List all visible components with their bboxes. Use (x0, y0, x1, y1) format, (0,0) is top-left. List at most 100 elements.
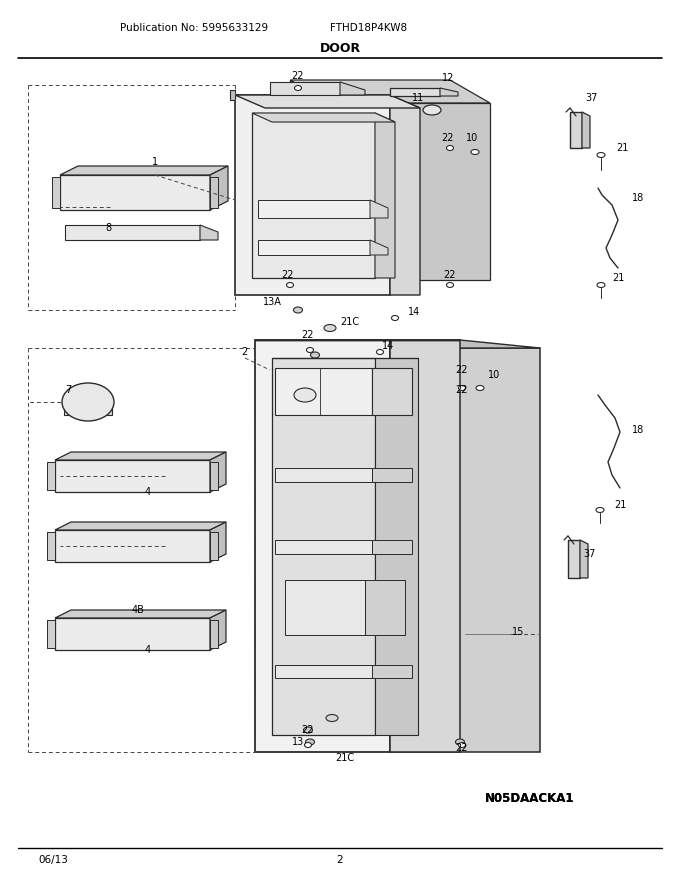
Polygon shape (570, 112, 582, 148)
Polygon shape (55, 452, 226, 460)
Polygon shape (55, 522, 226, 530)
Text: 21: 21 (612, 273, 624, 283)
Ellipse shape (597, 152, 605, 158)
Polygon shape (275, 540, 372, 554)
Polygon shape (275, 468, 372, 482)
Text: 37: 37 (584, 549, 596, 559)
Ellipse shape (326, 715, 338, 722)
Text: FTHD18P4KW8: FTHD18P4KW8 (330, 23, 407, 33)
Polygon shape (210, 620, 218, 648)
Polygon shape (235, 95, 420, 108)
Text: 13: 13 (292, 737, 304, 747)
Ellipse shape (377, 349, 384, 355)
Ellipse shape (62, 383, 114, 421)
Text: 10: 10 (466, 133, 478, 143)
Polygon shape (252, 113, 395, 122)
Polygon shape (370, 200, 388, 218)
Polygon shape (235, 95, 390, 295)
Ellipse shape (294, 307, 303, 313)
Ellipse shape (458, 743, 466, 747)
Text: 7: 7 (65, 385, 71, 395)
Text: 15: 15 (512, 627, 524, 637)
Polygon shape (200, 225, 218, 240)
Polygon shape (258, 200, 370, 218)
Polygon shape (255, 340, 390, 752)
Ellipse shape (447, 145, 454, 150)
Polygon shape (340, 82, 365, 95)
Polygon shape (210, 177, 218, 208)
Ellipse shape (392, 316, 398, 320)
Ellipse shape (294, 85, 301, 91)
Text: 18: 18 (632, 193, 644, 203)
Polygon shape (290, 80, 330, 280)
Ellipse shape (305, 743, 311, 747)
Text: 21: 21 (614, 500, 626, 510)
Polygon shape (60, 175, 210, 210)
Ellipse shape (458, 385, 466, 391)
Ellipse shape (303, 727, 313, 733)
Polygon shape (64, 402, 112, 415)
Polygon shape (372, 368, 412, 415)
Ellipse shape (456, 739, 464, 745)
Ellipse shape (476, 385, 484, 391)
Polygon shape (210, 532, 218, 560)
Ellipse shape (596, 508, 604, 512)
Ellipse shape (597, 282, 605, 288)
Polygon shape (210, 522, 226, 562)
Ellipse shape (305, 739, 314, 745)
Polygon shape (375, 358, 418, 735)
Text: 21C: 21C (335, 753, 354, 763)
Polygon shape (582, 112, 590, 148)
Polygon shape (275, 368, 372, 415)
Polygon shape (365, 580, 405, 635)
Polygon shape (290, 80, 490, 103)
Text: 2: 2 (241, 347, 247, 357)
Polygon shape (258, 240, 370, 255)
Text: 10: 10 (488, 370, 500, 380)
Text: 1: 1 (152, 157, 158, 167)
Text: 37: 37 (585, 93, 598, 103)
Polygon shape (390, 88, 440, 96)
Polygon shape (580, 540, 588, 578)
Polygon shape (310, 340, 540, 348)
Text: Publication No: 5995633129: Publication No: 5995633129 (120, 23, 268, 33)
Polygon shape (210, 462, 218, 490)
Polygon shape (370, 240, 388, 255)
Polygon shape (372, 540, 412, 554)
Polygon shape (285, 580, 365, 635)
Polygon shape (330, 103, 490, 280)
Ellipse shape (286, 282, 294, 288)
Text: 13A: 13A (262, 297, 282, 307)
Text: 22: 22 (444, 270, 456, 280)
Polygon shape (55, 460, 210, 492)
Text: 11: 11 (412, 93, 424, 103)
Text: 14: 14 (382, 341, 394, 351)
Polygon shape (372, 468, 412, 482)
Polygon shape (372, 665, 412, 678)
Polygon shape (375, 113, 395, 278)
Text: 2: 2 (337, 855, 343, 865)
Text: 22: 22 (456, 365, 469, 375)
Text: 12: 12 (442, 73, 454, 83)
Polygon shape (270, 82, 340, 95)
Polygon shape (252, 113, 375, 278)
Ellipse shape (311, 352, 320, 358)
Text: 22: 22 (456, 385, 469, 395)
Text: 22: 22 (282, 270, 294, 280)
Ellipse shape (294, 388, 316, 402)
Text: 22: 22 (292, 71, 304, 81)
Ellipse shape (324, 325, 336, 332)
Polygon shape (47, 532, 55, 560)
Text: DOOR: DOOR (320, 41, 360, 55)
Text: 4B: 4B (131, 605, 144, 615)
Ellipse shape (307, 348, 313, 353)
Text: 22: 22 (456, 743, 469, 753)
Text: 14: 14 (408, 307, 420, 317)
Polygon shape (60, 166, 228, 175)
Polygon shape (65, 225, 200, 240)
Polygon shape (440, 88, 458, 96)
Polygon shape (47, 462, 55, 490)
Text: 4: 4 (145, 487, 151, 497)
Text: 22: 22 (302, 725, 314, 735)
Text: 4: 4 (145, 645, 151, 655)
